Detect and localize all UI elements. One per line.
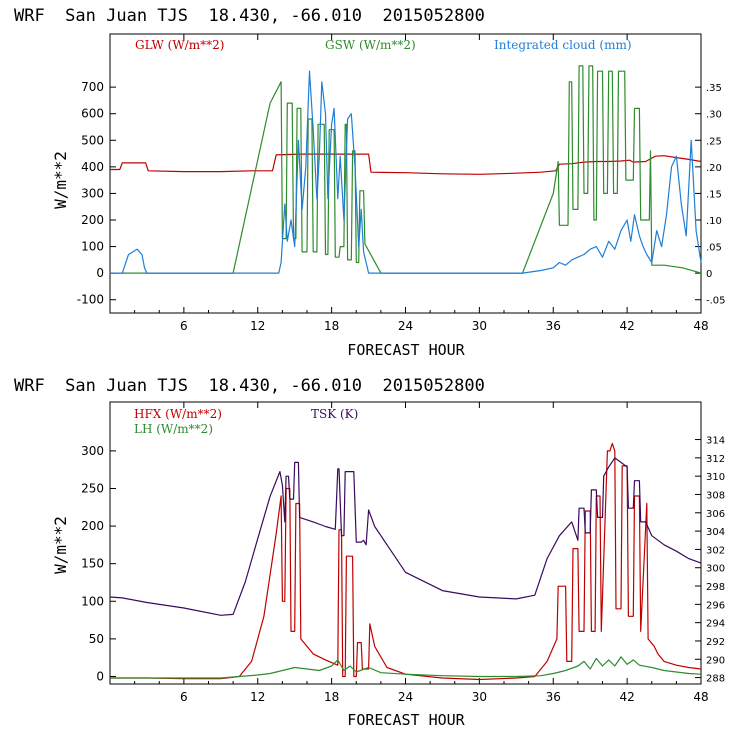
p1-xtick-label-4: 30 xyxy=(472,319,487,333)
p2-y2tick-label-5: 298 xyxy=(706,582,725,593)
p2-xtick-label-1: 12 xyxy=(250,690,265,704)
legend-hfx: HFX (W/m**2) xyxy=(134,407,222,421)
p1-series-line-glw xyxy=(110,153,702,175)
p1-ytick-label-7: 600 xyxy=(81,107,104,121)
p2-xtick-label-3: 24 xyxy=(398,690,413,704)
p1-y2tick-label-4: .15 xyxy=(706,189,722,200)
panel-bottom-ylabel: W/m**2 xyxy=(51,516,70,574)
legend-cloud: Integrated cloud (mm) xyxy=(494,38,632,52)
p2-ytick-label-5: 250 xyxy=(81,481,104,495)
p1-ytick-label-6: 500 xyxy=(81,133,104,147)
p1-y2tick-label-3: .10 xyxy=(706,216,722,227)
p1-ytick-label-8: 700 xyxy=(81,80,104,94)
p2-y2tick-label-0: 288 xyxy=(706,674,725,685)
p2-y2tick-label-2: 292 xyxy=(706,637,725,648)
p2-ytick-label-4: 200 xyxy=(81,519,104,533)
p1-ytick-label-0: -100 xyxy=(77,293,104,307)
p2-y2tick-label-1: 290 xyxy=(706,655,725,666)
p2-series-line-tsk xyxy=(109,457,702,616)
p2-y2tick-label-12: 312 xyxy=(706,454,725,465)
p2-xtick-label-4: 30 xyxy=(472,690,487,704)
p2-ytick-label-6: 300 xyxy=(81,444,104,458)
p2-y2tick-label-4: 296 xyxy=(706,600,725,611)
p2-y2tick-label-11: 310 xyxy=(706,472,725,483)
p1-xtick-label-3: 24 xyxy=(398,319,413,333)
p2-xtick-label-6: 42 xyxy=(619,690,634,704)
panel-bottom: WRF San Juan TJS 18.430, -66.010 2015052… xyxy=(14,376,725,729)
p1-y2tick-label-7: .30 xyxy=(706,110,722,121)
legend-lh: LH (W/m**2) xyxy=(134,422,213,436)
p2-ytick-label-2: 100 xyxy=(81,594,104,608)
p1-xtick-label-5: 36 xyxy=(546,319,561,333)
panel-bottom-series xyxy=(109,442,702,681)
panel-top: WRF San Juan TJS 18.430, -66.010 2015052… xyxy=(14,6,726,359)
panel-bottom-axes: 6 12 18 24 30 36 42 48 0 50 100 150 200 250 300 288 290 2… xyxy=(81,402,725,704)
panel-top-title: WRF San Juan TJS 18.430, -66.010 2015052… xyxy=(14,6,485,26)
panel-top-ylabel: W/m**2 xyxy=(51,151,70,209)
p2-y2tick-label-9: 306 xyxy=(706,509,725,520)
p2-ytick-label-3: 150 xyxy=(81,557,104,571)
p2-ytick-label-0: 0 xyxy=(96,669,104,683)
p1-xtick-label-6: 42 xyxy=(619,319,634,333)
p1-ytick-label-3: 200 xyxy=(81,213,104,227)
legend-tsk: TSK (K) xyxy=(311,407,358,421)
p1-ytick-label-1: 0 xyxy=(96,266,104,280)
p1-y2tick-label-2: .05 xyxy=(706,243,722,254)
p2-y2tick-label-6: 300 xyxy=(706,564,725,575)
p2-series-line-hfx xyxy=(110,442,702,681)
p1-series-line-integrated xyxy=(110,70,702,274)
legend-gsw: GSW (W/m**2) xyxy=(325,38,416,52)
p2-series-line-lh xyxy=(110,656,702,679)
p2-xtick-label-7: 48 xyxy=(693,690,708,704)
panel-top-xlabel: FORECAST HOUR xyxy=(347,341,465,359)
p1-y2tick-label-0: -.05 xyxy=(706,296,726,307)
p2-xtick-label-2: 18 xyxy=(324,690,339,704)
p2-y2tick-label-8: 304 xyxy=(706,527,725,538)
legend-glw: GLW (W/m**2) xyxy=(135,38,224,52)
panel-top-series xyxy=(110,65,702,274)
p1-ytick-label-2: 100 xyxy=(81,240,104,254)
p2-y2tick-label-3: 294 xyxy=(706,619,725,630)
p2-y2tick-label-7: 302 xyxy=(706,545,725,556)
p1-xtick-label-1: 12 xyxy=(250,319,265,333)
p1-xtick-label-7: 48 xyxy=(693,319,708,333)
p1-y2tick-label-5: .20 xyxy=(706,163,722,174)
panel-bottom-title: WRF San Juan TJS 18.430, -66.010 2015052… xyxy=(14,376,485,396)
p1-ytick-label-4: 300 xyxy=(81,186,104,200)
panel-bottom-xlabel: FORECAST HOUR xyxy=(347,711,465,729)
p2-xtick-label-5: 36 xyxy=(546,690,561,704)
p2-ytick-label-1: 50 xyxy=(89,632,104,646)
p2-xtick-label-0: 6 xyxy=(180,690,188,704)
p1-y2tick-label-8: .35 xyxy=(706,83,722,94)
p1-ytick-label-5: 400 xyxy=(81,160,104,174)
p1-xtick-label-0: 6 xyxy=(180,319,188,333)
p2-y2tick-label-10: 308 xyxy=(706,490,725,501)
panel-top-axes: 6 12 18 24 30 36 42 48 -100 0 100 200 300 400 500 600 70… xyxy=(77,34,726,333)
p2-y2tick-label-13: 314 xyxy=(706,436,725,447)
p1-y2tick-label-6: .25 xyxy=(706,136,722,147)
p1-xtick-label-2: 18 xyxy=(324,319,339,333)
p1-y2tick-label-1: 0 xyxy=(706,269,712,280)
p1-series-line-gsw xyxy=(110,65,702,274)
